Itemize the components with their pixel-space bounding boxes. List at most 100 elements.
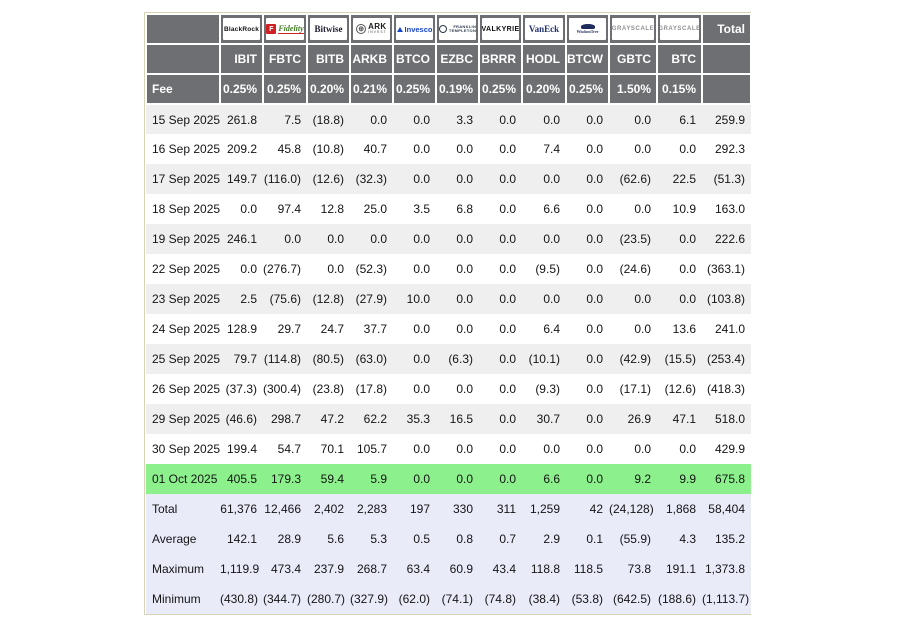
summary-value-cell: (74.8) <box>479 584 522 614</box>
flow-value-cell: 29.7 <box>263 314 307 344</box>
summary-value-cell: 311 <box>479 494 522 524</box>
invesco-logo: Invesco <box>396 18 433 40</box>
franklin-templeton-logo-cell: FRANKLIN TEMPLETON <box>435 13 480 45</box>
summary-value-cell: 28.9 <box>263 524 307 554</box>
ark-text: ARK <box>368 22 387 32</box>
flow-value-cell: 0.0 <box>393 164 436 194</box>
grayscale-logo: GRAYSCALE <box>660 18 699 40</box>
flow-value-cell: (276.7) <box>263 254 307 284</box>
summary-value-cell: (344.7) <box>263 584 307 614</box>
flow-value-cell: 0.0 <box>393 104 436 134</box>
flow-value-cell: 261.8 <box>220 104 263 134</box>
flow-value-cell: 0.0 <box>522 434 566 464</box>
flow-value-cell: 22.5 <box>657 164 702 194</box>
flow-value-cell: 0.0 <box>566 404 609 434</box>
fidelity-logo: F Fidelity <box>266 18 304 40</box>
fee-value-cell: 0.21% <box>349 73 394 105</box>
date-cell: 30 Sep 2025 <box>146 434 220 464</box>
flow-value-cell: 0.0 <box>220 254 263 284</box>
wisdomtree-logo-cell: WisdomTree <box>565 13 610 45</box>
summary-value-cell: 2,283 <box>350 494 393 524</box>
ark-text-stack: ARK INVEST <box>368 23 387 35</box>
flow-value-cell: (80.5) <box>307 344 350 374</box>
flow-value-cell: 0.0 <box>522 284 566 314</box>
flow-value-cell: 0.0 <box>657 254 702 284</box>
flow-value-cell: 0.0 <box>566 104 609 134</box>
summary-value-cell: 63.4 <box>393 554 436 584</box>
invesco-logo-cell: Invesco <box>392 13 437 45</box>
table-row: 25 Sep 2025 79.7 (114.8) (80.5) (63.0) 0.0 (6.… <box>146 344 751 374</box>
flow-value-cell: 222.6 <box>702 224 751 254</box>
ark-globe-icon: ⊕ <box>356 24 367 34</box>
flow-value-cell: 0.0 <box>479 104 522 134</box>
summary-value-cell: 12,466 <box>263 494 307 524</box>
flow-value-cell: 25.0 <box>350 194 393 224</box>
summary-value-cell: (642.5) <box>609 584 657 614</box>
flow-value-cell: (17.8) <box>350 374 393 404</box>
summary-value-cell: 118.5 <box>566 554 609 584</box>
vaneck-wordmark: VanEck <box>528 24 560 34</box>
flow-value-cell: 0.0 <box>393 464 436 494</box>
flow-value-cell: 10.0 <box>393 284 436 314</box>
flow-value-cell: 246.1 <box>220 224 263 254</box>
flow-value-cell: 47.1 <box>657 404 702 434</box>
flow-value-cell: 0.0 <box>522 164 566 194</box>
flow-value-cell: (75.6) <box>263 284 307 314</box>
flow-value-cell: (300.4) <box>263 374 307 404</box>
flow-value-cell: 0.0 <box>479 224 522 254</box>
flow-value-cell: 209.2 <box>220 134 263 164</box>
date-cell: 25 Sep 2025 <box>146 344 220 374</box>
flow-value-cell: 0.0 <box>479 374 522 404</box>
flow-value-cell: 675.8 <box>702 464 751 494</box>
flow-value-cell: 9.2 <box>609 464 657 494</box>
flow-value-cell: 0.0 <box>436 224 479 254</box>
flow-value-cell: 2.5 <box>220 284 263 314</box>
flow-value-cell: 5.9 <box>350 464 393 494</box>
summary-label: Average <box>146 524 220 554</box>
flow-value-cell: (17.1) <box>609 374 657 404</box>
ark-invest-logo-cell: ⊕ ARK INVEST <box>349 13 394 45</box>
flow-value-cell: 405.5 <box>220 464 263 494</box>
summary-value-cell: 61,376 <box>220 494 263 524</box>
flow-value-cell: 0.0 <box>479 134 522 164</box>
flow-value-cell: 0.0 <box>436 464 479 494</box>
flow-value-cell: 0.0 <box>522 224 566 254</box>
flow-value-cell: (103.8) <box>702 284 751 314</box>
summary-value-cell: 135.2 <box>702 524 751 554</box>
flow-value-cell: 0.0 <box>393 134 436 164</box>
flow-value-cell: 0.0 <box>436 284 479 314</box>
summary-value-cell: 42 <box>566 494 609 524</box>
summary-value-cell: 1,373.8 <box>702 554 751 584</box>
summary-value-cell: 473.4 <box>263 554 307 584</box>
flow-value-cell: 3.5 <box>393 194 436 224</box>
flow-value-cell: 0.0 <box>220 194 263 224</box>
flow-value-cell: 7.5 <box>263 104 307 134</box>
flow-value-cell: (418.3) <box>702 374 751 404</box>
flow-value-cell: (18.8) <box>307 104 350 134</box>
flow-value-cell: 259.9 <box>702 104 751 134</box>
flow-value-cell: 30.7 <box>522 404 566 434</box>
flow-value-cell: 0.0 <box>657 434 702 464</box>
flow-value-cell: (24.6) <box>609 254 657 284</box>
summary-value-cell: 0.7 <box>479 524 522 554</box>
ark-invest-text: INVEST <box>368 30 387 35</box>
flow-value-cell: 0.0 <box>436 134 479 164</box>
summary-row-minimum: Minimum (430.8) (344.7) (280.7) (327.9) (62.0… <box>146 584 751 614</box>
franklin-templeton-wordmark: FRANKLIN TEMPLETON <box>439 23 476 34</box>
flow-value-cell: (32.3) <box>350 164 393 194</box>
grayscale-wordmark: GRAYSCALE <box>612 26 654 32</box>
flow-value-cell: 179.3 <box>263 464 307 494</box>
grayscale-wordmark: GRAYSCALE <box>660 26 699 32</box>
flow-value-cell: 149.7 <box>220 164 263 194</box>
franklin-text: FRANKLIN <box>453 23 476 29</box>
fee-value-cell: 0.20% <box>306 73 351 105</box>
fidelity-text: Fidelity <box>278 24 304 34</box>
flow-value-cell: 9.9 <box>657 464 702 494</box>
flow-value-cell: 0.0 <box>566 254 609 284</box>
bitwise-logo: Bitwise <box>310 18 347 40</box>
flow-value-cell: 128.9 <box>220 314 263 344</box>
flow-value-cell: 0.0 <box>479 254 522 284</box>
flow-value-cell: 0.0 <box>566 464 609 494</box>
summary-value-cell: 0.8 <box>436 524 479 554</box>
flow-value-cell: 0.0 <box>609 314 657 344</box>
